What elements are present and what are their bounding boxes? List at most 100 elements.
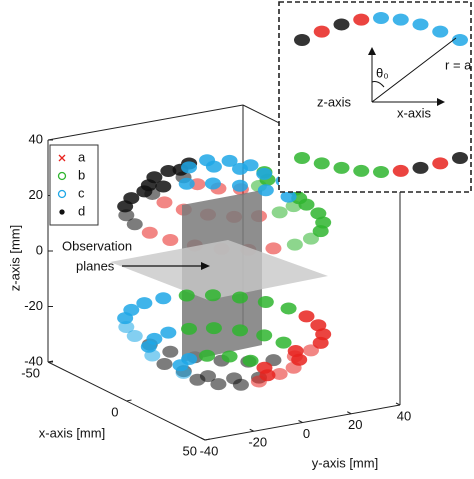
inset-cluster — [452, 152, 468, 164]
inset-angle-arc — [371, 81, 385, 88]
x-axis-label: x-axis [mm] — [39, 425, 105, 440]
inset-radius-label: r = a — [445, 57, 472, 72]
x-tick — [126, 399, 132, 402]
dot-cluster — [231, 179, 248, 192]
dot-cluster — [136, 297, 153, 310]
inset-cluster — [353, 164, 370, 177]
inset-cluster — [373, 12, 389, 24]
x-tick-label: 0 — [111, 404, 118, 419]
inset-x-label: x-axis — [397, 105, 431, 120]
dot-cluster — [123, 303, 140, 316]
inset-cluster — [313, 157, 330, 170]
z-tick-label: -20 — [24, 298, 43, 313]
y-tick — [395, 402, 401, 406]
dot-cluster — [242, 354, 259, 367]
dot-cluster — [156, 196, 173, 209]
dot-cluster — [162, 234, 179, 247]
dot-cluster — [257, 184, 274, 197]
dot-cluster — [199, 349, 216, 362]
dot-cluster — [298, 198, 315, 211]
legend-label: a — [78, 149, 86, 164]
legend-label: c — [78, 185, 85, 200]
dot-cluster — [160, 326, 177, 339]
y-tick — [298, 420, 303, 423]
x-tick — [47, 360, 54, 363]
arrow-head — [368, 47, 376, 55]
dot-cluster — [118, 321, 135, 334]
z-tick-label: 0 — [36, 242, 43, 257]
dot-cluster — [256, 361, 273, 374]
y-axis-label: y-axis [mm] — [312, 455, 378, 470]
legend-marker — [57, 171, 67, 181]
dot-cluster — [162, 345, 179, 358]
dot-cluster — [155, 292, 172, 305]
dot-cluster — [256, 167, 273, 180]
dot-cluster — [178, 177, 195, 190]
dot-cluster — [178, 289, 195, 302]
dot-cluster — [204, 289, 221, 302]
dot-cluster — [280, 302, 297, 315]
dot-cluster — [126, 218, 143, 231]
inset-cluster — [333, 18, 350, 31]
dot-cluster — [155, 180, 172, 193]
y-tick — [200, 437, 206, 441]
horizontal-plane — [110, 240, 328, 300]
y-tick — [347, 411, 352, 415]
dot-cluster — [232, 324, 249, 337]
dot-cluster — [286, 238, 303, 251]
dot-cluster — [181, 322, 198, 335]
dot-cluster — [181, 161, 198, 174]
dot-cluster — [123, 192, 140, 205]
dot-cluster — [210, 378, 227, 391]
dot-cluster — [271, 367, 288, 380]
y-tick-label: 40 — [397, 408, 411, 423]
dot-cluster — [310, 207, 327, 220]
inset-cluster — [432, 25, 449, 38]
dot-cluster — [146, 332, 163, 345]
dot-cluster — [256, 329, 273, 342]
dot-cluster — [265, 242, 282, 255]
dot-cluster — [257, 295, 274, 308]
dot-cluster — [298, 310, 315, 323]
inset-cluster — [452, 34, 468, 46]
dot-cluster — [146, 171, 163, 184]
dot-cluster — [315, 328, 332, 341]
inset-angle-label: θ₀ — [376, 65, 389, 80]
dot-cluster — [287, 345, 304, 358]
inset-cluster — [353, 13, 370, 26]
dot-cluster — [205, 322, 222, 335]
dot-cluster — [232, 378, 249, 391]
dot-cluster — [126, 330, 143, 343]
dot-cluster — [231, 291, 248, 304]
dot-cluster — [280, 190, 297, 203]
dot-cluster — [221, 154, 238, 167]
dot-cluster — [204, 177, 221, 190]
y-tick — [249, 428, 254, 432]
inset-radius — [371, 37, 457, 103]
x-tick — [204, 438, 211, 441]
dot-cluster — [156, 357, 173, 370]
inset-cluster — [412, 161, 429, 174]
dot-cluster — [221, 350, 238, 363]
legend-marker — [59, 209, 65, 215]
y-tick-label: -20 — [248, 435, 267, 450]
annotation: planes — [76, 258, 115, 273]
dot-cluster — [160, 165, 177, 178]
legend-label: d — [78, 203, 85, 218]
inset-cluster — [373, 166, 389, 178]
legend-box — [49, 144, 99, 226]
inset: z-axis x-axis r = a θ₀ — [278, 1, 472, 193]
z-axis-label: z-axis [mm] — [7, 225, 22, 291]
arrow-head — [201, 262, 210, 270]
x-tick-label: 50 — [183, 443, 197, 458]
inset-cluster — [412, 18, 429, 31]
inset-cluster — [392, 13, 409, 26]
inset-z-label: z-axis — [317, 94, 351, 109]
box-edge — [47, 104, 244, 141]
dot-cluster — [315, 216, 332, 229]
dot-cluster — [271, 206, 288, 219]
legend-marker — [58, 154, 66, 162]
dot-cluster — [189, 373, 206, 386]
